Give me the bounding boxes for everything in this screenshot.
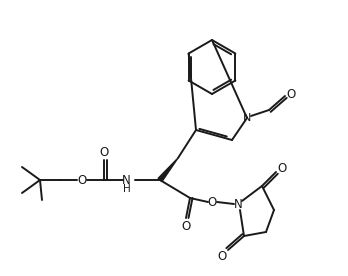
Polygon shape — [158, 158, 178, 182]
Text: N: N — [122, 174, 131, 187]
Text: N: N — [234, 198, 242, 211]
Text: O: O — [218, 250, 227, 262]
Text: O: O — [77, 174, 87, 187]
Text: O: O — [277, 161, 287, 174]
Text: O: O — [181, 219, 191, 232]
Text: N: N — [243, 113, 251, 123]
Text: O: O — [207, 195, 216, 208]
Text: O: O — [100, 145, 109, 158]
Text: O: O — [286, 87, 295, 100]
Text: H: H — [123, 184, 131, 194]
